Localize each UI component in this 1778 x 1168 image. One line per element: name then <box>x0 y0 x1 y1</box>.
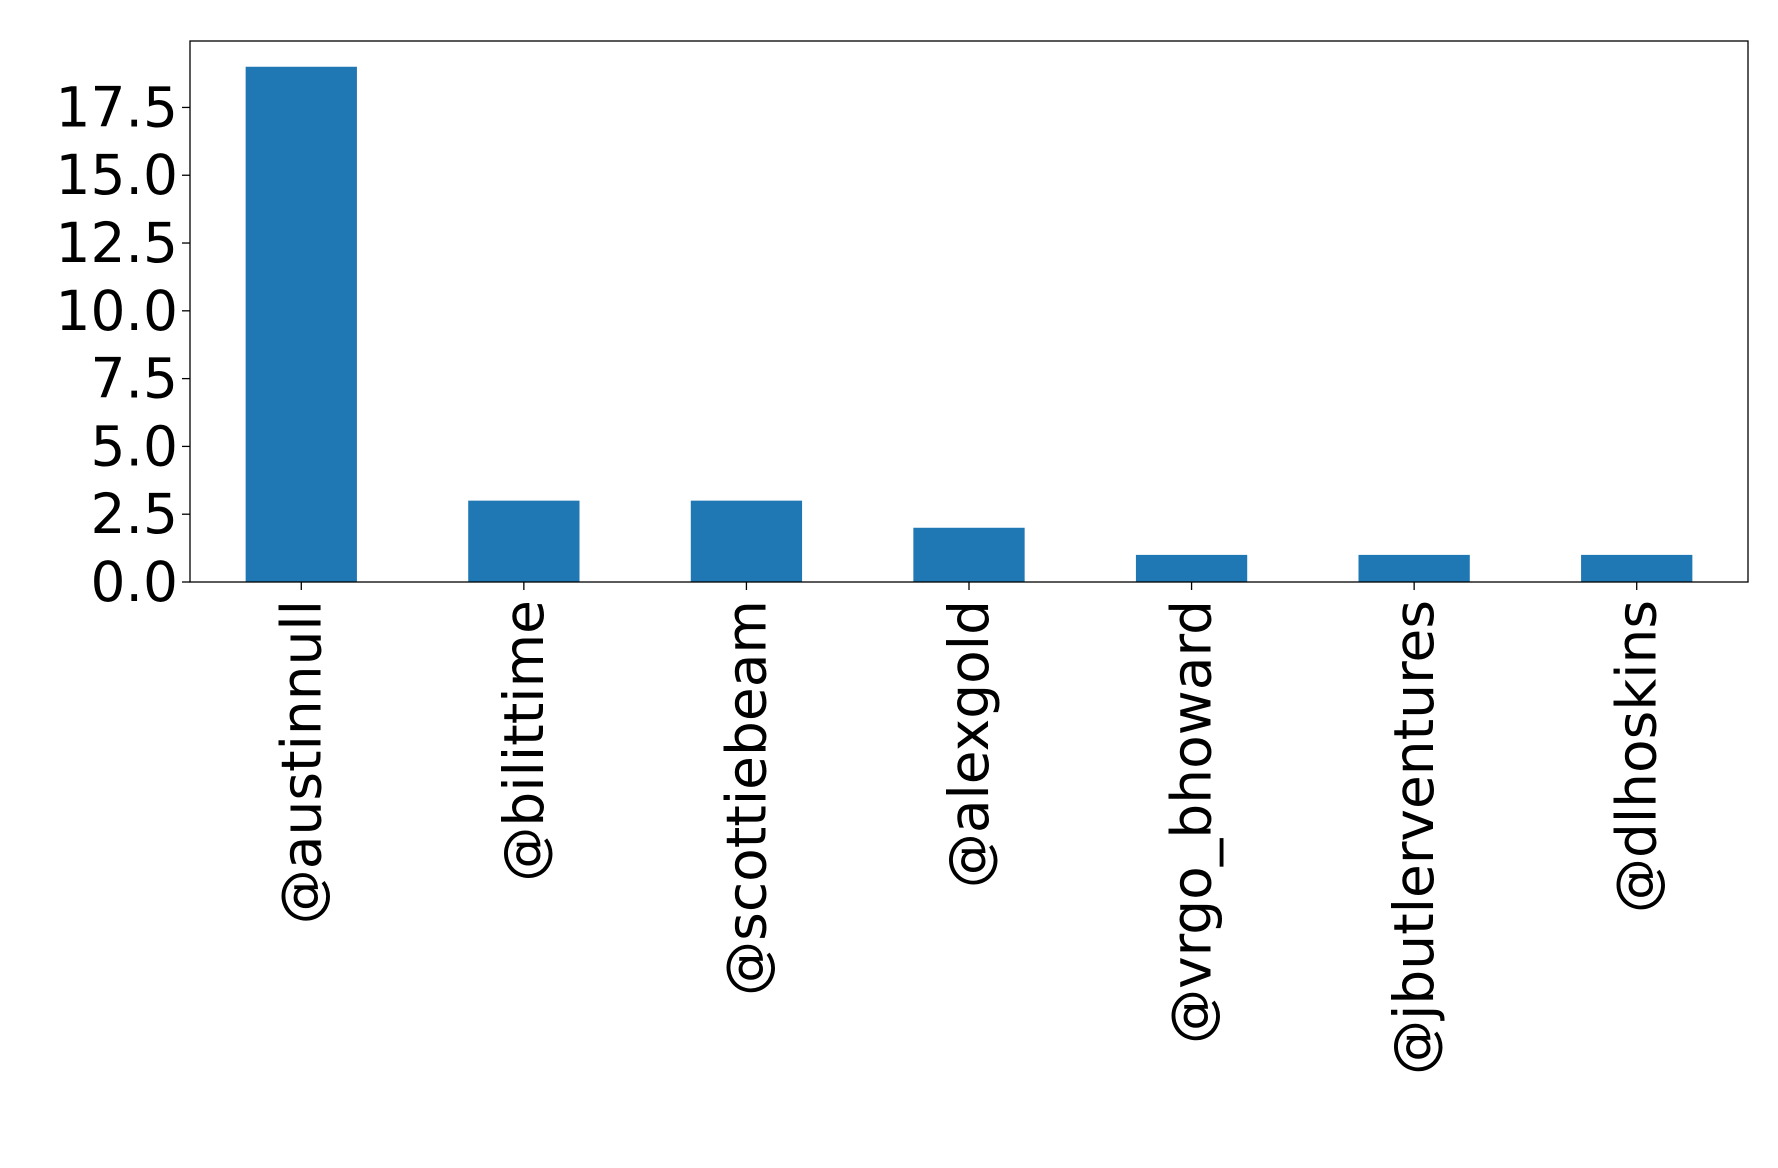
y-tick-label: 15.0 <box>56 143 178 207</box>
y-tick-label: 5.0 <box>91 414 178 478</box>
x-tick-label: @vrgo_bhoward <box>1160 600 1224 1044</box>
bar-vrgo_bhoward <box>1135 554 1248 582</box>
bar-bilittime <box>468 500 580 582</box>
y-tick-label: 17.5 <box>56 75 178 139</box>
y-tick-label: 10.0 <box>56 279 178 343</box>
bar-jbutlerventures <box>1358 554 1470 582</box>
y-tick-label: 12.5 <box>56 211 178 275</box>
plot-frame <box>189 40 1749 583</box>
bar-scottiebeam <box>690 500 803 582</box>
y-tick-label: 2.5 <box>91 482 178 546</box>
x-tick-label: @jbutlerventures <box>1382 600 1446 1075</box>
x-tick-label: @scottiebeam <box>714 600 778 996</box>
x-tick-label: @bilittime <box>492 600 556 882</box>
x-tick-label: @dlhoskins <box>1605 600 1669 913</box>
x-tick-label: @austinnull <box>269 600 333 924</box>
bar-alexgold <box>913 527 1025 582</box>
x-tick-label: @alexgold <box>937 600 1001 888</box>
bar-dlhoskins <box>1581 554 1693 582</box>
y-tick-label: 7.5 <box>91 347 178 411</box>
y-tick-label: 0.0 <box>91 550 178 614</box>
bar-austinnull <box>245 66 357 582</box>
